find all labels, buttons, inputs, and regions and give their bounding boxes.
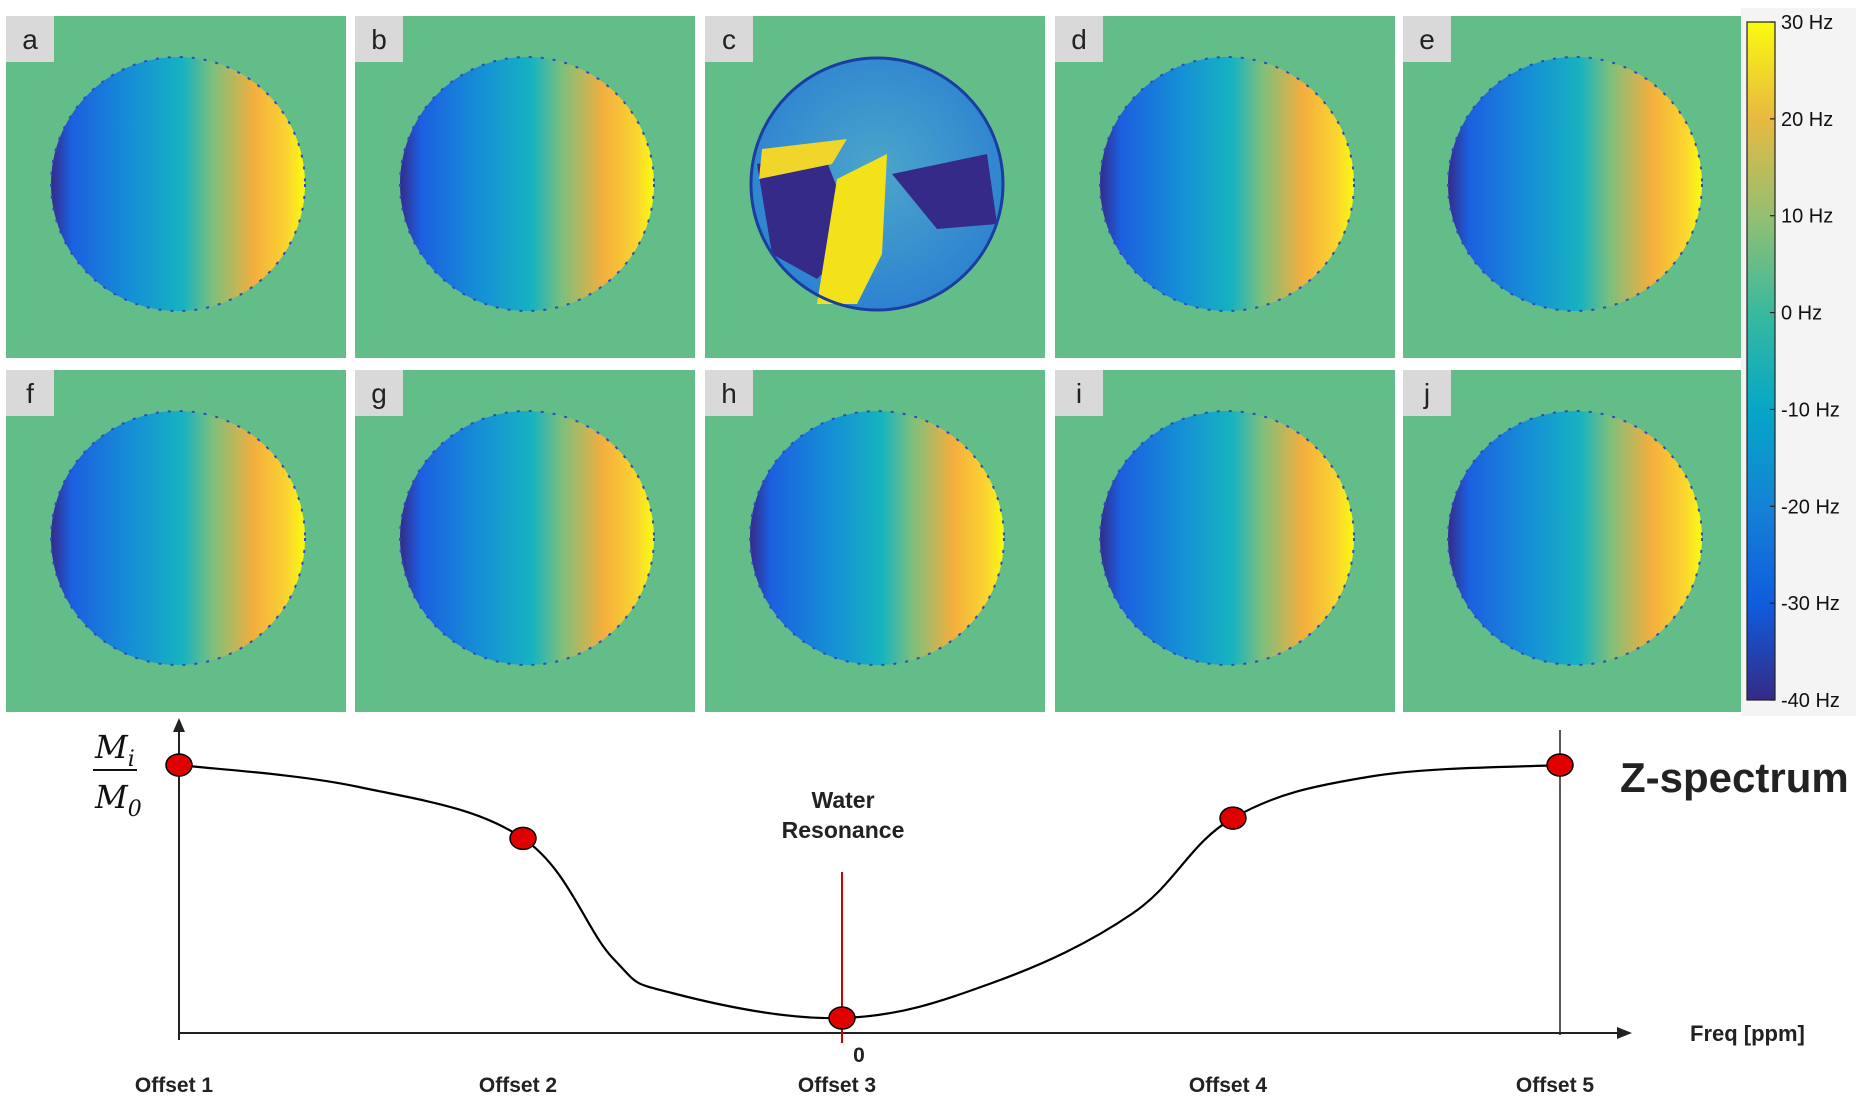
phantom-edge [1099,56,1355,312]
panel-e: e [1403,16,1743,358]
water-label-line1: Water [811,787,874,813]
phantom-disc [1448,411,1702,665]
panel-label-box [355,16,403,62]
offset-label: Offset 4 [1189,1074,1268,1097]
colorbar-tick-label: -30 Hz [1781,593,1840,615]
phantom-disc [51,57,305,311]
colorbar-tick-label: 0 Hz [1781,303,1822,325]
phase-wrap-region [817,154,887,304]
phase-wrap-region [759,139,847,179]
water-label-line2: Resonance [782,817,905,843]
phantom-edge [1447,410,1703,666]
panel-label-box [6,16,54,62]
panel-h: h [705,370,1045,712]
phantom-disc [400,57,654,311]
offset-marker [828,1006,856,1030]
panel-label: h [721,378,737,409]
z-spectrum-diagram: Mi M0 Water Resonance 0 Freq [ppm] Z-spe… [93,718,1849,1097]
y-label-denominator: M0 [94,778,142,822]
phantom-disc [51,411,305,665]
panel-label: c [722,24,736,55]
colorbar-tick-label: 10 Hz [1781,206,1833,228]
colorbar-tick-label: -10 Hz [1781,399,1840,421]
phase-wrap-region [892,154,997,229]
panel-label-box [1055,370,1103,416]
y-axis-arrow-icon [173,718,185,732]
phantom-edge [749,56,1005,312]
offset-label: Offset 5 [1516,1074,1595,1097]
offset-markers [165,753,1574,1030]
z-spectrum-title: Z-spectrum [1620,754,1849,801]
phantom-edge [1099,410,1355,666]
phantom-edge [50,56,306,312]
colorbar-tick-label: -40 Hz [1781,690,1840,712]
panel-g: g [355,370,695,712]
panel-label: g [371,378,387,409]
phantom-disc [1100,57,1354,311]
panel-label: e [1419,24,1435,55]
panel-label-box [705,370,753,416]
panel-label-box [355,370,403,416]
panel-label: i [1076,378,1082,409]
panel-label: d [1071,24,1087,55]
colorbar-tick-label: -20 Hz [1781,496,1840,518]
offset-label: Offset 1 [135,1074,214,1097]
phantom-edge [399,56,655,312]
panel-label-box [705,16,753,62]
panel-label: f [26,378,34,409]
colorbar-tick-label: 20 Hz [1781,109,1833,131]
panel-label-box [1055,16,1103,62]
offset-marker [509,826,537,851]
colorbar-tick-label: 30 Hz [1781,12,1833,34]
panel-b: b [355,16,695,358]
phantom-disc [1100,411,1354,665]
panel-label: a [22,24,38,55]
frequency-map-grid: a b c d e f g h i j [6,16,1743,712]
colorbar-scale [1746,21,1776,701]
phantom-disc [400,411,654,665]
panel-a: a [6,16,346,358]
offset-label: Offset 2 [479,1074,557,1097]
panel-label-box [1403,370,1451,416]
offset-marker [1546,753,1574,777]
offset-label: Offset 3 [798,1074,876,1097]
offset-marker [1219,806,1247,830]
panel-j: j [1403,370,1743,712]
x-axis-arrow-icon [1617,1027,1632,1039]
colorbar: 30 Hz 20 Hz 10 Hz 0 Hz -10 Hz -20 Hz -30 Hz -40… [1741,8,1856,716]
y-label-numerator: Mi [94,728,135,772]
phantom-disc [750,411,1004,665]
offset-marker [165,753,193,777]
panel-i: i [1055,370,1395,712]
panel-c: c [705,16,1045,358]
panel-label: b [371,24,387,55]
phantom-edge [50,410,306,666]
phantom-edge [749,410,1005,666]
offset-labels: Offset 1 Offset 2 Offset 3 Offset 4 Offset 5 [135,1074,1595,1097]
panel-f: f [6,370,346,712]
panel-label-box [1403,16,1451,62]
phantom-disc [1448,57,1702,311]
x-axis-label: Freq [ppm] [1690,1021,1805,1046]
phantom-edge [1447,56,1703,312]
panel-label-box [6,370,54,416]
phantom-edge [399,410,655,666]
panel-d: d [1055,16,1395,358]
zero-label: 0 [853,1044,865,1067]
panel-label: j [1423,378,1430,409]
